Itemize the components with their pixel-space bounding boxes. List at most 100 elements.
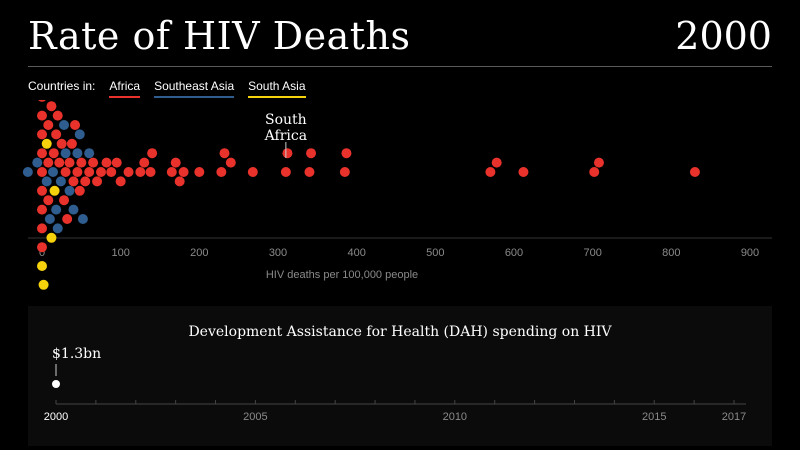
data-point-africa[interactable]	[225, 157, 236, 168]
data-point-africa[interactable]	[194, 167, 205, 177]
data-point-africa[interactable]	[37, 223, 47, 234]
data-point-southeast-asia[interactable]	[68, 204, 79, 215]
data-point-southeast-asia[interactable]	[32, 157, 43, 168]
data-point-africa[interactable]	[491, 157, 502, 168]
data-point-africa[interactable]	[37, 110, 47, 121]
data-point-southeast-asia[interactable]	[84, 148, 95, 159]
dah-data-point[interactable]	[52, 380, 60, 388]
legend-item-southeast-asia[interactable]: Southeast Asia	[154, 79, 235, 98]
data-point-africa[interactable]	[60, 167, 71, 177]
x-tick-label: 500	[426, 247, 444, 259]
data-point-south-asia[interactable]	[46, 232, 57, 243]
data-point-africa[interactable]	[593, 157, 604, 168]
data-point-southeast-asia[interactable]	[60, 148, 71, 159]
data-point-africa[interactable]	[216, 167, 227, 177]
data-point-africa[interactable]	[46, 101, 57, 112]
data-point-africa[interactable]	[115, 176, 126, 187]
data-point-africa[interactable]	[43, 157, 54, 168]
data-point-africa[interactable]	[111, 157, 122, 168]
data-point-africa[interactable]	[166, 167, 177, 177]
data-point-africa[interactable]	[219, 148, 230, 159]
data-point-africa[interactable]	[123, 167, 134, 177]
data-point-africa[interactable]	[64, 157, 75, 168]
x-tick-label: 700	[583, 247, 601, 259]
data-point-south-asia[interactable]	[49, 185, 60, 196]
data-point-africa[interactable]	[589, 167, 600, 177]
data-point-africa[interactable]	[689, 167, 700, 177]
data-point-africa[interactable]	[145, 167, 156, 177]
legend-item-africa[interactable]: Africa	[109, 79, 141, 98]
data-point-southeast-asia[interactable]	[22, 167, 33, 177]
x-tick-label: 300	[269, 247, 287, 259]
data-point-africa[interactable]	[43, 195, 54, 206]
data-point-africa[interactable]	[52, 110, 63, 121]
dah-tick-label: 2015	[642, 411, 666, 423]
data-point-africa[interactable]	[51, 129, 62, 140]
data-point-africa[interactable]	[170, 157, 181, 168]
data-point-africa[interactable]	[106, 167, 117, 177]
data-point-africa[interactable]	[485, 167, 496, 177]
data-point-africa[interactable]	[72, 167, 83, 177]
legend-item-south-asia[interactable]: South Asia	[248, 79, 306, 98]
x-tick-label: 800	[662, 247, 680, 259]
data-point-southeast-asia[interactable]	[48, 167, 59, 177]
data-point-africa[interactable]	[37, 100, 47, 102]
data-point-southeast-asia[interactable]	[64, 185, 75, 196]
data-point-africa[interactable]	[54, 157, 65, 168]
data-point-africa[interactable]	[80, 176, 91, 187]
data-point-south-asia[interactable]	[37, 261, 47, 271]
annotation-label: South	[265, 112, 307, 128]
x-tick-label: 0	[39, 247, 45, 259]
data-point-southeast-asia[interactable]	[74, 129, 85, 140]
data-point-africa[interactable]	[62, 214, 73, 224]
data-point-africa[interactable]	[339, 167, 350, 177]
data-point-africa[interactable]	[178, 167, 189, 177]
data-point-africa[interactable]	[66, 138, 77, 149]
data-point-africa[interactable]	[92, 176, 103, 187]
data-point-africa[interactable]	[37, 185, 47, 196]
data-point-africa[interactable]	[101, 157, 112, 168]
data-point-southeast-asia[interactable]	[51, 204, 62, 215]
dah-chart: Development Assistance for Health (DAH) …	[44, 324, 746, 423]
data-point-africa[interactable]	[174, 176, 185, 187]
dah-title: Development Assistance for Health (DAH) …	[188, 324, 612, 340]
data-point-southeast-asia[interactable]	[72, 148, 83, 159]
data-point-africa[interactable]	[37, 148, 47, 159]
data-point-africa[interactable]	[68, 176, 79, 187]
data-point-africa[interactable]	[304, 167, 315, 177]
data-point-africa[interactable]	[37, 204, 47, 215]
data-point-africa[interactable]	[48, 148, 59, 159]
data-point-africa[interactable]	[306, 148, 317, 159]
data-point-southeast-asia[interactable]	[44, 214, 55, 224]
x-tick-label: 600	[505, 247, 523, 259]
data-point-africa[interactable]	[139, 157, 150, 168]
data-point-africa[interactable]	[37, 129, 47, 140]
data-point-africa[interactable]	[59, 195, 70, 206]
dah-panel: Development Assistance for Health (DAH) …	[28, 306, 772, 446]
data-point-south-asia[interactable]	[38, 279, 49, 290]
data-point-africa[interactable]	[282, 148, 293, 159]
data-point-southeast-asia[interactable]	[52, 223, 63, 234]
data-point-africa[interactable]	[135, 167, 146, 177]
data-point-africa[interactable]	[147, 148, 158, 159]
data-point-africa[interactable]	[56, 138, 67, 149]
data-point-africa[interactable]	[43, 120, 54, 130]
data-point-africa[interactable]	[37, 167, 47, 177]
data-point-africa[interactable]	[247, 167, 258, 177]
data-point-southeast-asia[interactable]	[77, 214, 88, 224]
data-point-africa[interactable]	[341, 148, 352, 159]
data-point-southeast-asia[interactable]	[41, 176, 52, 187]
data-point-africa[interactable]	[74, 185, 85, 196]
annotation-label: Africa	[264, 128, 307, 144]
data-point-southeast-asia[interactable]	[55, 176, 66, 187]
data-point-africa[interactable]	[70, 120, 81, 130]
data-point-africa[interactable]	[280, 167, 291, 177]
data-point-africa[interactable]	[37, 242, 47, 253]
data-point-africa[interactable]	[84, 167, 95, 177]
data-point-southeast-asia[interactable]	[59, 120, 70, 130]
data-point-africa[interactable]	[76, 157, 87, 168]
data-point-africa[interactable]	[96, 167, 106, 177]
data-point-south-asia[interactable]	[41, 138, 52, 149]
data-point-africa[interactable]	[518, 167, 529, 177]
data-point-africa[interactable]	[88, 157, 99, 168]
